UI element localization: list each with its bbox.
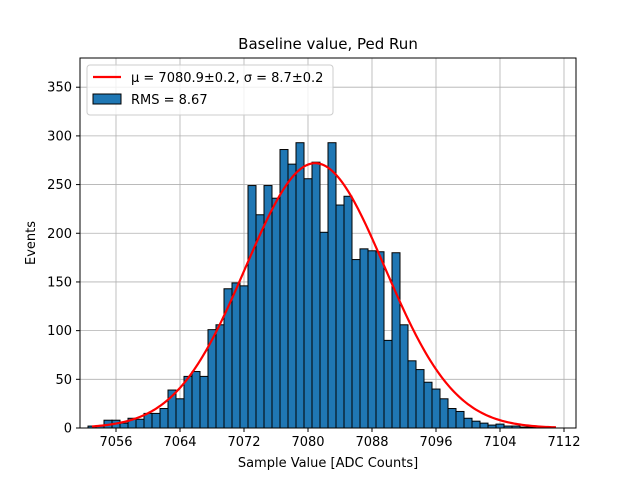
y-tick-label: 200 xyxy=(47,227,72,242)
histogram-bar xyxy=(431,388,441,429)
histogram-bar xyxy=(159,408,169,429)
histogram-bar xyxy=(255,214,265,429)
histogram-bar xyxy=(311,161,321,429)
histogram-bar xyxy=(455,410,465,429)
histogram-bar xyxy=(191,371,201,429)
histogram-bar xyxy=(119,422,129,429)
legend-histogram-swatch xyxy=(92,93,122,105)
histogram-bar xyxy=(391,252,401,429)
histogram-bar xyxy=(439,398,449,429)
histogram-bar xyxy=(327,142,337,429)
histogram-bar xyxy=(319,231,329,429)
histogram-bar xyxy=(215,324,225,429)
histogram-bar xyxy=(343,195,353,429)
chart-title: Baseline value, Ped Run xyxy=(238,35,418,53)
legend-fit-label: μ = 7080.9±0.2, σ = 8.7±0.2 xyxy=(131,71,323,86)
histogram-bar xyxy=(151,412,161,429)
histogram-bar xyxy=(303,178,313,429)
histogram-bar xyxy=(447,408,457,429)
legend: μ = 7080.9±0.2, σ = 8.7±0.2 RMS = 8.67 xyxy=(86,64,334,116)
y-tick-label: 0 xyxy=(64,422,72,437)
x-tick-label: 7088 xyxy=(355,435,388,450)
histogram-bar xyxy=(351,259,361,429)
x-tick-label: 7056 xyxy=(99,435,132,450)
histogram-bar xyxy=(383,339,393,429)
histogram-bar xyxy=(271,197,281,429)
y-tick-label: 250 xyxy=(47,178,72,193)
histogram-bar xyxy=(407,360,417,429)
y-tick-label: 50 xyxy=(55,373,72,388)
gaussian-fit-line xyxy=(91,162,557,429)
histogram-bar xyxy=(415,369,425,429)
x-tick-label: 7064 xyxy=(163,435,196,450)
x-tick-label: 7096 xyxy=(419,435,452,450)
histogram-bar xyxy=(295,142,305,429)
histogram-bar xyxy=(287,163,297,429)
histogram-bar xyxy=(367,250,377,429)
x-axis-label: Sample Value [ADC Counts] xyxy=(238,456,418,471)
y-tick-label: 150 xyxy=(47,275,72,290)
histogram-bar xyxy=(239,285,249,429)
y-tick-label: 350 xyxy=(47,81,72,96)
histogram-bar xyxy=(175,398,185,429)
histogram-bar xyxy=(247,185,257,429)
histogram-bar xyxy=(423,381,433,429)
histogram-bar xyxy=(479,422,489,429)
x-tick-label: 7104 xyxy=(483,435,516,450)
histogram-bar xyxy=(231,282,241,429)
histogram-bar xyxy=(463,417,473,429)
legend-histogram-label: RMS = 8.67 xyxy=(131,93,208,108)
plot-frame xyxy=(79,57,577,429)
histogram-bar xyxy=(375,251,385,429)
x-tick-label: 7112 xyxy=(547,435,580,450)
y-tick-label: 100 xyxy=(47,324,72,339)
y-axis-label: Events xyxy=(24,221,39,265)
histogram-bar xyxy=(199,375,209,429)
histogram-bar xyxy=(335,204,345,429)
legend-box xyxy=(86,64,334,116)
histogram-bar xyxy=(495,423,505,429)
x-axis-ticks: 7056 7064 7072 7080 7088 7096 7104 7112 xyxy=(99,428,581,450)
histogram-bar xyxy=(135,418,145,429)
histogram-bar xyxy=(183,375,193,429)
x-tick-label: 7072 xyxy=(227,435,260,450)
y-tick-label: 300 xyxy=(47,129,72,144)
y-axis-ticks: 0 50 100 150 200 250 300 350 xyxy=(47,81,80,437)
histogram-bars xyxy=(87,142,537,429)
x-tick-label: 7080 xyxy=(291,435,324,450)
histogram-bar xyxy=(359,248,369,429)
histogram-bar xyxy=(471,420,481,429)
histogram-bar xyxy=(399,324,409,429)
